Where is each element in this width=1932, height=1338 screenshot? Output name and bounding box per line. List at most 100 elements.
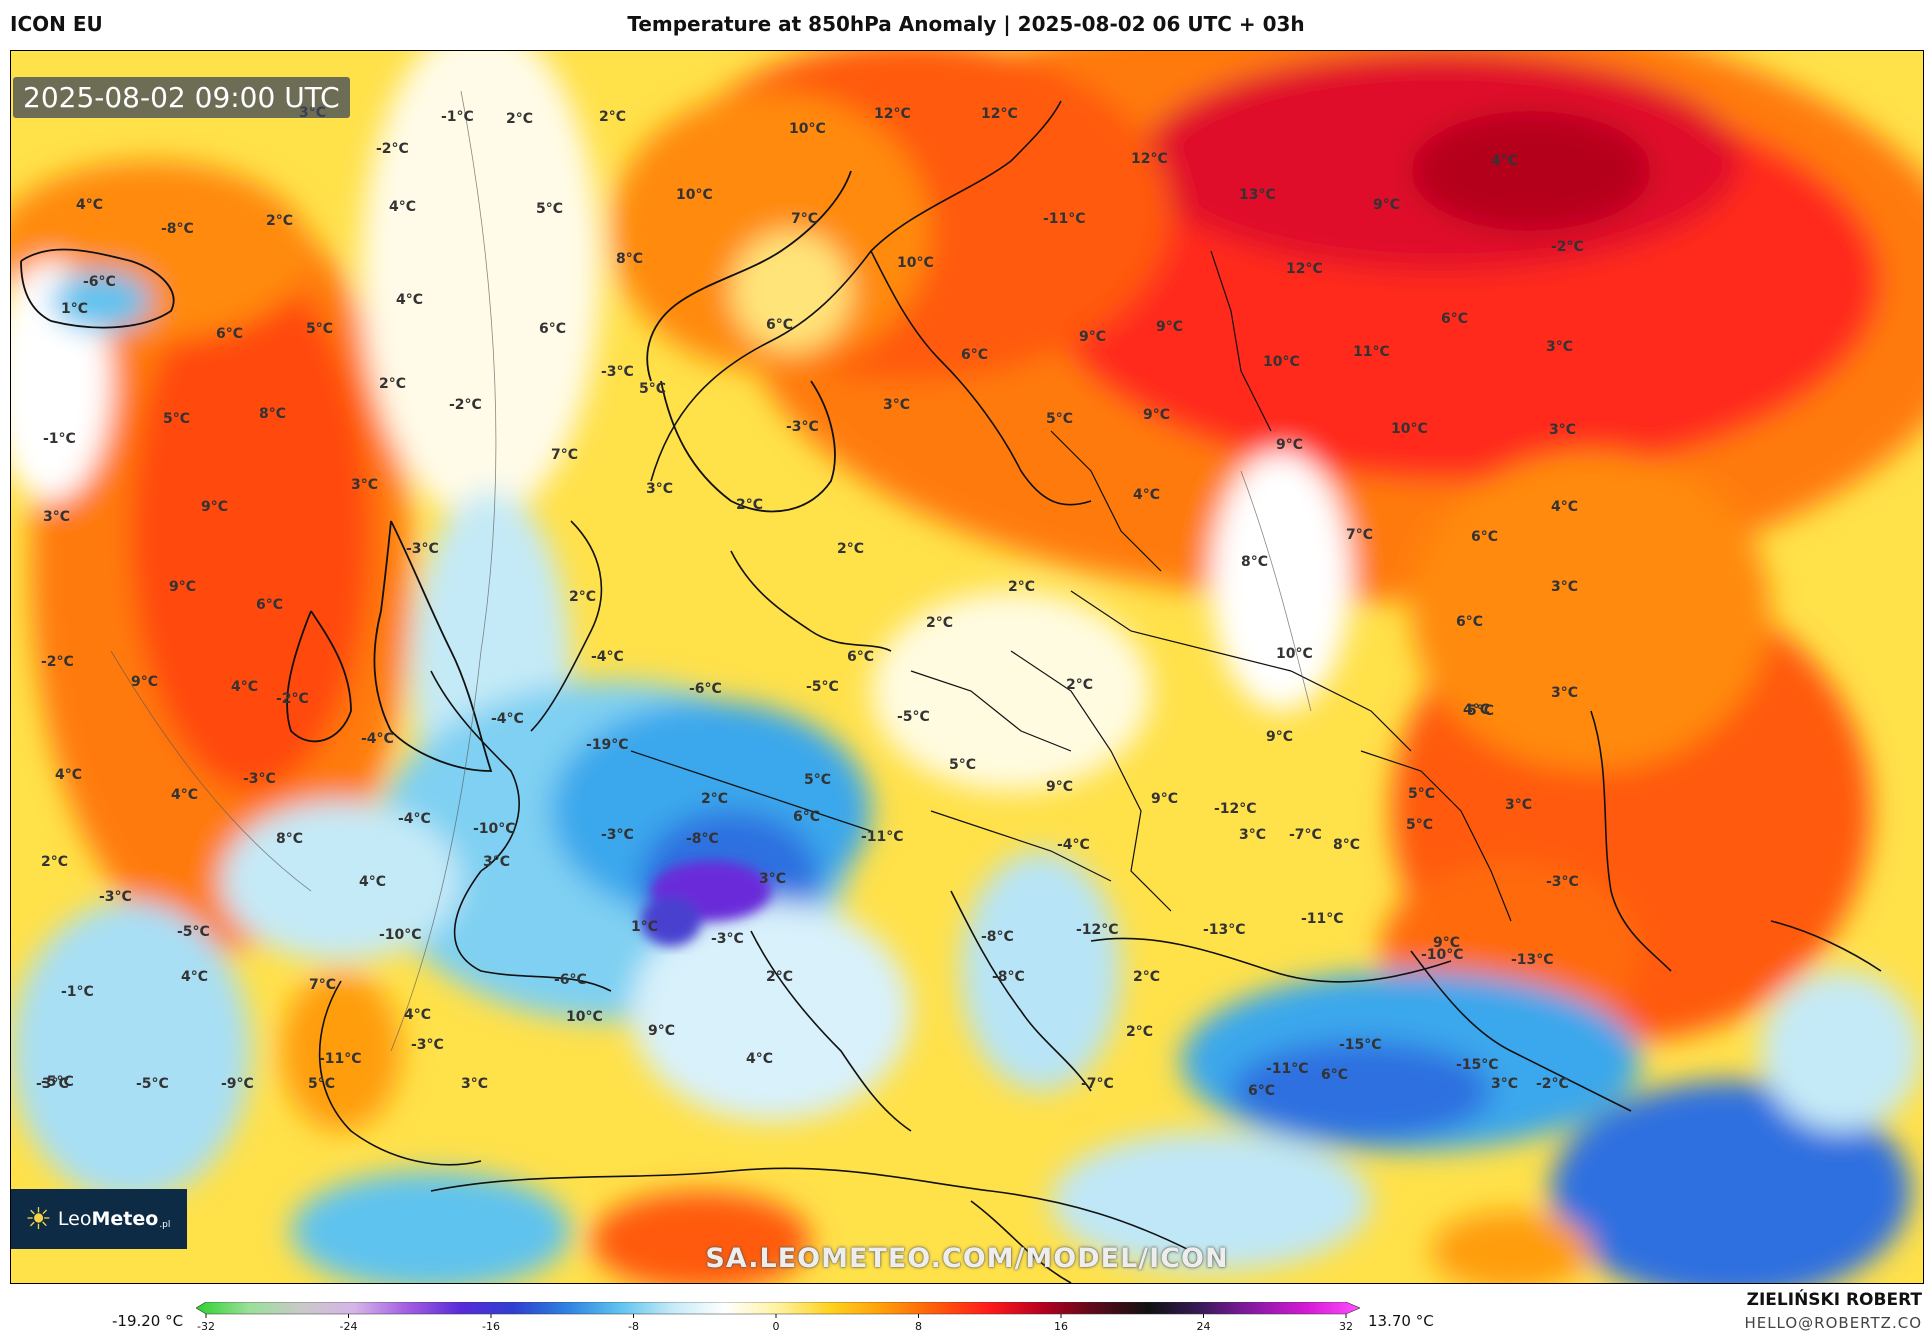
temperature-label: 2°C	[837, 541, 864, 557]
temperature-label: -7°C	[1081, 1076, 1114, 1092]
temperature-label: 4°C	[404, 1007, 431, 1023]
temperature-label: 4°C	[359, 874, 386, 890]
temperature-label: 1°C	[631, 919, 658, 935]
temperature-label: -13°C	[1203, 922, 1246, 938]
temperature-label: -5°C	[897, 709, 930, 725]
temperature-label: 1°C	[61, 301, 88, 317]
temperature-label: -3°C	[601, 364, 634, 380]
temperature-label: -6°C	[689, 681, 722, 697]
colorbar-tick-label: -16	[482, 1320, 500, 1333]
temperature-label: 6°C	[1441, 311, 1468, 327]
temperature-label: 6°C	[1248, 1083, 1275, 1099]
temperature-label: 3°C	[1491, 1076, 1518, 1092]
temperature-label: 9°C	[1079, 329, 1106, 345]
temperature-label: -15°C	[1456, 1057, 1499, 1073]
temperature-label: -11°C	[319, 1051, 362, 1067]
temperature-label: 11°C	[1353, 344, 1390, 360]
temperature-label: -11°C	[1043, 211, 1086, 227]
temperature-label: -5°C	[136, 1076, 169, 1092]
temperature-label: 5°C	[1408, 786, 1435, 802]
temperature-label: -2°C	[41, 654, 74, 670]
temperature-label: 9°C	[1276, 437, 1303, 453]
temperature-label: 3°C	[1551, 579, 1578, 595]
temperature-label: -4°C	[1057, 837, 1090, 853]
temperature-label: -8°C	[981, 929, 1014, 945]
temperature-label: -6°C	[83, 274, 116, 290]
max-value-label: 13.70 °C	[1368, 1312, 1434, 1330]
temperature-label: 6°C	[793, 809, 820, 825]
temperature-label: -11°C	[1266, 1061, 1309, 1077]
temperature-label: 2°C	[569, 589, 596, 605]
temperature-label: 5°C	[949, 757, 976, 773]
temperature-label: 10°C	[566, 1009, 603, 1025]
temperature-label: 3°C	[43, 509, 70, 525]
temperature-label: 10°C	[897, 255, 934, 271]
temperature-label: 3°C	[351, 477, 378, 493]
temperature-labels: 3°C -1°C 2°C 2°C 10°C 12°C 12°C 12°C 13°C 4°C -2°C…	[36, 105, 1584, 1099]
temperature-label: 8°C	[276, 831, 303, 847]
leometeo-logo[interactable]: ☀ LeoMeteo.pl	[11, 1189, 187, 1249]
temperature-label: 9°C	[201, 499, 228, 515]
temperature-label: 12°C	[1286, 261, 1323, 277]
temperature-label: -3°C	[601, 827, 634, 843]
temperature-label: -3°C	[36, 1076, 69, 1092]
map-title: Temperature at 850hPa Anomaly | 2025-08-…	[627, 12, 1305, 36]
temperature-label: 4°C	[396, 292, 423, 308]
temperature-label: -10°C	[379, 927, 422, 943]
author-email[interactable]: HELLO@ROBERTZ.CO	[1744, 1314, 1922, 1332]
temperature-label: 9°C	[1373, 197, 1400, 213]
temperature-label: 8°C	[1333, 837, 1360, 853]
temperature-label: -5°C	[177, 924, 210, 940]
model-name: ICON EU	[10, 12, 103, 36]
temperature-label: -8°C	[161, 221, 194, 237]
temperature-label: 2°C	[701, 791, 728, 807]
temperature-label: 13°C	[1239, 187, 1276, 203]
temperature-label: -2°C	[449, 397, 482, 413]
temperature-label: 2°C	[736, 497, 763, 513]
temperature-label: -3°C	[711, 931, 744, 947]
temperature-label: 10°C	[789, 121, 826, 137]
temperature-label: -3°C	[786, 419, 819, 435]
temperature-label: 3°C	[1239, 827, 1266, 843]
temperature-label: 5°C	[804, 772, 831, 788]
temperature-label: 2°C	[1133, 969, 1160, 985]
temperature-label: -10°C	[1421, 947, 1464, 963]
temperature-label: -5°C	[806, 679, 839, 695]
temperature-label: -2°C	[1536, 1076, 1569, 1092]
temperature-label: 5°C	[1046, 411, 1073, 427]
temperature-label: 3°C	[1549, 422, 1576, 438]
temperature-label: 10°C	[676, 187, 713, 203]
temperature-label: 7°C	[551, 447, 578, 463]
temperature-label: 7°C	[309, 977, 336, 993]
temperature-label: 4°C	[746, 1051, 773, 1067]
temperature-label: -1°C	[441, 109, 474, 125]
temperature-label: -4°C	[361, 731, 394, 747]
temperature-label: 3°C	[1505, 797, 1532, 813]
map-frame[interactable]: 3°C -1°C 2°C 2°C 10°C 12°C 12°C 12°C 13°C 4°C -2°C…	[10, 50, 1924, 1284]
temperature-label: -10°C	[473, 821, 516, 837]
temperature-label: 2°C	[41, 854, 68, 870]
temperature-label: -3°C	[411, 1037, 444, 1053]
temperature-label: 9°C	[169, 579, 196, 595]
temperature-label: 2°C	[1008, 579, 1035, 595]
min-value-label: -19.20 °C	[112, 1312, 184, 1330]
temperature-label: 2°C	[926, 615, 953, 631]
brand-name: LeoMeteo.pl	[57, 1208, 171, 1230]
temperature-label: -4°C	[591, 649, 624, 665]
temperature-label: 8°C	[259, 406, 286, 422]
temperature-label: 12°C	[981, 106, 1018, 122]
temperature-label: 5°C	[306, 321, 333, 337]
temperature-label: -2°C	[1551, 239, 1584, 255]
colorbar-tick-label: -8	[628, 1320, 639, 1333]
valid-time-label: 2025-08-02 09:00 UTC	[13, 77, 350, 118]
temperature-label: 6°C	[1456, 614, 1483, 630]
temperature-label: -3°C	[406, 541, 439, 557]
colorbar-tick-label: -32	[197, 1320, 215, 1333]
temperature-label: -11°C	[861, 829, 904, 845]
temperature-label: 9°C	[648, 1023, 675, 1039]
temperature-label: 3°C	[646, 481, 673, 497]
temperature-label: 3°C	[1551, 685, 1578, 701]
temperature-label: -8°C	[686, 831, 719, 847]
temperature-label: 5°C	[308, 1076, 335, 1092]
temperature-label: 9°C	[1151, 791, 1178, 807]
